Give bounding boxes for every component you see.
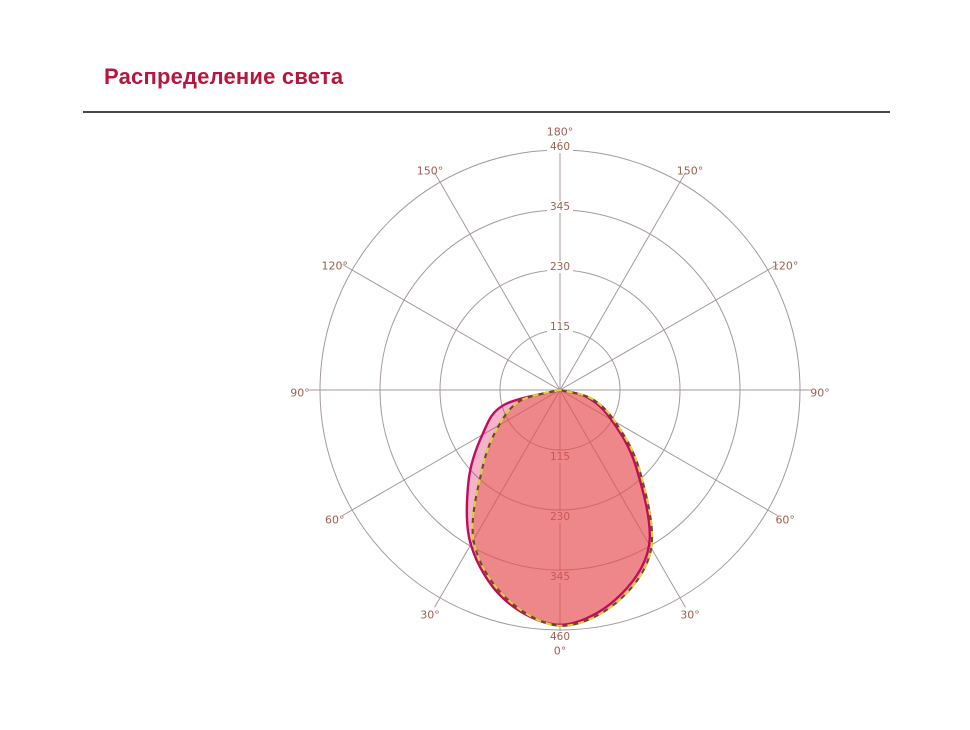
angle-label: 60° <box>325 514 345 527</box>
title-underline <box>83 111 890 113</box>
grid-ray <box>342 264 561 391</box>
series-c0-c180-curve <box>465 388 651 627</box>
page-title: Распределение света <box>104 64 344 89</box>
angle-label: 150° <box>417 164 444 177</box>
series-c90-c270-curve-dashed <box>471 388 654 627</box>
series-c90-c270-fill <box>472 390 653 626</box>
ring-value-label: 345 <box>550 201 570 213</box>
angle-label: 180° <box>547 126 574 139</box>
grid-ray <box>559 264 778 391</box>
label-backing <box>547 201 573 213</box>
ring-value-label: 115 <box>550 321 570 333</box>
angle-label: 30° <box>680 609 700 622</box>
label-backing <box>547 261 573 273</box>
grid-ray <box>434 172 561 391</box>
ring-value-label: 230 <box>550 261 570 273</box>
angle-label: 150° <box>677 164 704 177</box>
angle-label: 120° <box>772 260 799 273</box>
series-lobes <box>465 388 654 627</box>
ring-value-label: 460 <box>550 631 570 643</box>
angle-labels: 0° 30° 30° 60° 60° 90° 90° 120° 120° 150° 150° 180° <box>290 126 830 658</box>
angle-label: 30° <box>420 609 440 622</box>
angle-label: 60° <box>775 514 795 527</box>
ring-value-label: 460 <box>550 141 570 153</box>
label-backing <box>547 141 573 153</box>
angle-label: 120° <box>322 260 349 273</box>
angle-label: 0° <box>554 645 567 658</box>
label-backing <box>547 631 573 643</box>
angle-label: 90° <box>810 387 830 400</box>
grid-ray <box>559 172 686 391</box>
angle-label: 90° <box>290 387 310 400</box>
label-backing <box>547 321 573 333</box>
